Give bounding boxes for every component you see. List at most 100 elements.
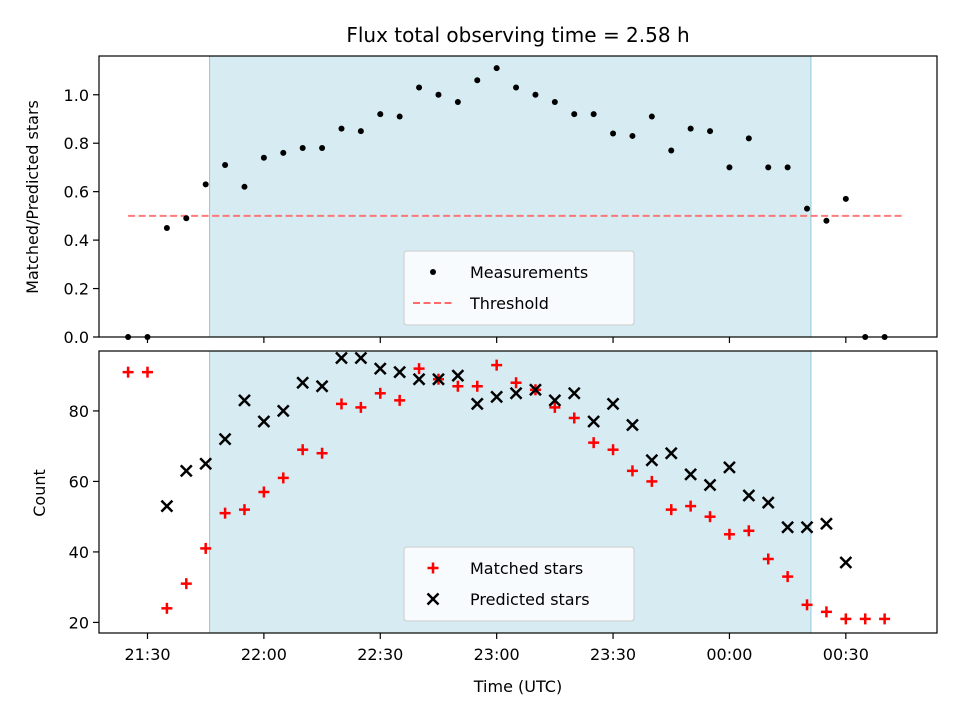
data-point — [590, 111, 597, 118]
data-point — [804, 205, 811, 212]
legend-box — [403, 546, 635, 622]
data-point — [297, 444, 309, 456]
data-point — [842, 195, 849, 202]
legend-marker-swatch — [426, 592, 440, 606]
data-point — [396, 113, 403, 120]
y-tick-label: 1.0 — [64, 86, 89, 105]
legend-label: Threshold — [469, 294, 549, 313]
data-point — [529, 383, 542, 397]
data-point — [823, 217, 830, 224]
data-point — [704, 511, 716, 523]
data-point — [859, 613, 871, 625]
data-point — [607, 444, 619, 456]
top-panel-ratio: 0.0 0.2 0.4 0.6 0.8 1.0 Measurements Threshold — [64, 55, 938, 347]
data-point — [606, 397, 620, 411]
data-point — [510, 377, 522, 389]
data-point — [801, 599, 813, 611]
y-tick-label: 0.0 — [64, 328, 89, 347]
data-point — [260, 154, 267, 161]
y-tick-label: 20 — [69, 613, 89, 632]
axes-frame — [98, 55, 938, 338]
data-point — [335, 351, 348, 365]
data-point — [726, 164, 733, 171]
data-point — [393, 365, 407, 379]
data-point — [493, 65, 500, 72]
data-point — [161, 602, 173, 614]
data-point — [163, 224, 170, 231]
data-point — [218, 432, 232, 446]
y-tick-label: 60 — [69, 472, 89, 491]
data-point — [141, 366, 153, 378]
axes-frame — [98, 350, 938, 634]
y-tick-label: 80 — [69, 402, 89, 421]
data-point — [179, 464, 193, 478]
data-point — [277, 472, 289, 484]
data-point — [160, 499, 174, 513]
data-point — [183, 215, 190, 222]
legend-marker-swatch — [430, 269, 436, 275]
data-point — [762, 553, 774, 565]
data-point — [200, 542, 212, 554]
data-point — [840, 613, 852, 625]
data-point — [296, 376, 310, 390]
data-point — [626, 418, 639, 432]
data-point — [452, 380, 464, 392]
data-point — [276, 404, 290, 418]
data-point — [645, 453, 659, 467]
data-point — [629, 132, 636, 139]
y-tick-label: 0.6 — [64, 183, 89, 202]
data-point — [280, 149, 287, 156]
data-point — [761, 496, 775, 509]
data-point — [626, 465, 638, 477]
y-tick-label: 0.2 — [64, 280, 89, 299]
data-point — [238, 504, 250, 516]
data-point — [474, 77, 481, 84]
series-matched-stars — [122, 359, 891, 625]
data-point — [765, 164, 772, 171]
data-point — [238, 393, 251, 407]
data-point — [338, 125, 345, 132]
data-point — [668, 147, 675, 154]
data-point — [432, 372, 445, 386]
data-point — [374, 387, 386, 399]
data-point — [122, 366, 134, 378]
data-point — [646, 475, 658, 487]
legend-label: Predicted stars — [470, 590, 590, 609]
data-point — [222, 162, 229, 169]
data-point — [435, 91, 442, 98]
data-point — [820, 606, 832, 618]
y-tick-label: 0.4 — [64, 231, 89, 250]
y-tick-label: 40 — [69, 543, 89, 562]
x-tick-label: 00:00 — [706, 645, 752, 664]
data-point — [742, 489, 756, 502]
chart-title: Flux total observing time = 2.58 h — [346, 23, 689, 47]
data-point — [490, 390, 504, 404]
data-point — [355, 401, 367, 413]
legend-box — [403, 250, 635, 326]
data-point — [685, 500, 697, 512]
x-tick-label: 23:30 — [590, 645, 636, 664]
data-point — [513, 84, 520, 91]
data-point — [394, 394, 406, 406]
data-point — [219, 507, 231, 519]
data-point — [743, 525, 755, 537]
data-point — [703, 478, 717, 492]
data-point — [800, 520, 814, 534]
data-point — [587, 415, 601, 428]
data-point — [879, 613, 891, 625]
data-point — [357, 128, 364, 135]
data-point — [839, 556, 853, 569]
data-point — [416, 84, 423, 91]
legend-label: Measurements — [470, 263, 588, 282]
legend-marker-swatch — [427, 562, 439, 574]
bottom-y-axis-label: Count — [30, 469, 49, 517]
data-point — [568, 412, 580, 424]
data-point — [315, 379, 329, 393]
legend: Measurements Threshold — [403, 250, 635, 326]
data-point — [687, 125, 694, 132]
data-point — [335, 398, 347, 410]
x-tick-label: 22:30 — [357, 645, 403, 664]
data-point — [723, 460, 736, 474]
data-point — [373, 362, 387, 376]
